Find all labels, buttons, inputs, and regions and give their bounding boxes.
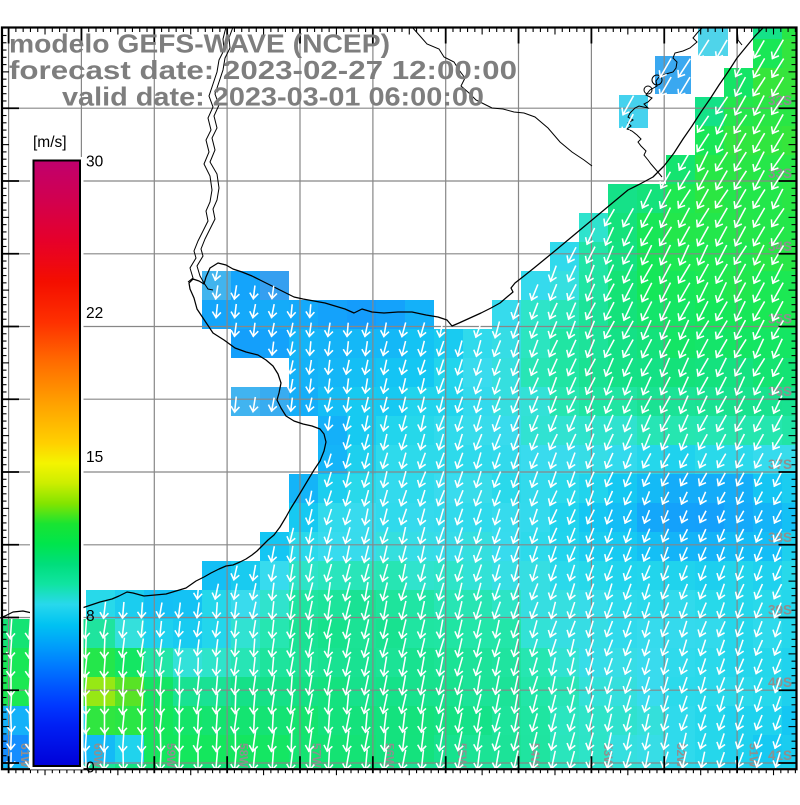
svg-text:[m/s]: [m/s] — [33, 134, 67, 151]
svg-text:15: 15 — [86, 449, 103, 466]
svg-text:59W: 59W — [164, 743, 178, 768]
svg-text:58W: 58W — [237, 743, 251, 768]
svg-text:22: 22 — [86, 305, 103, 322]
svg-text:32S: 32S — [768, 93, 792, 108]
svg-text:30: 30 — [86, 154, 104, 171]
svg-text:60W: 60W — [91, 743, 105, 768]
svg-text:8: 8 — [86, 608, 95, 625]
svg-text:41S: 41S — [768, 748, 792, 763]
svg-text:51W: 51W — [747, 743, 761, 768]
svg-text:0: 0 — [86, 760, 95, 777]
svg-text:57W: 57W — [310, 743, 324, 768]
svg-text:valid date: 2023-03-01 06:00:0: valid date: 2023-03-01 06:00:00 — [62, 82, 484, 112]
svg-text:forecast date: 2023-02-27 12:0: forecast date: 2023-02-27 12:00:00 — [9, 55, 517, 85]
svg-text:36S: 36S — [768, 384, 792, 399]
svg-text:35S: 35S — [768, 312, 792, 327]
svg-text:modelo GEFS-WAVE (NCEP): modelo GEFS-WAVE (NCEP) — [9, 29, 390, 59]
